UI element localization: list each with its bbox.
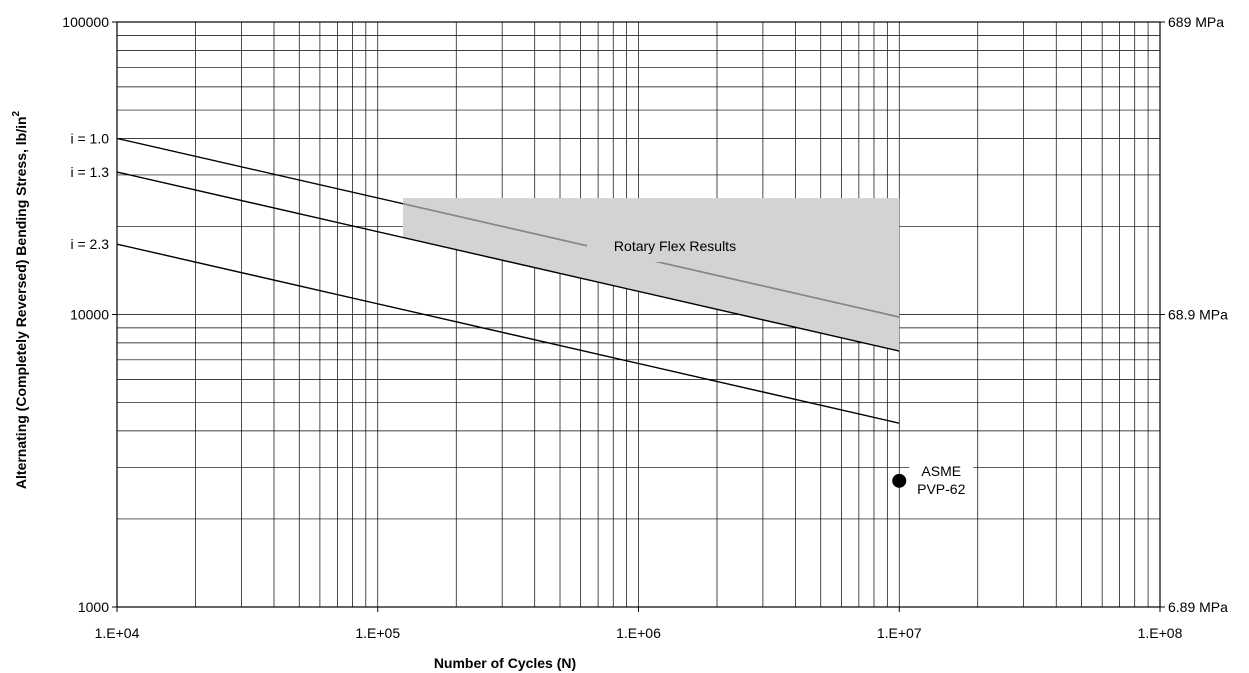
x-tick-label: 1.E+07 (877, 625, 922, 641)
band-label: Rotary Flex Results (614, 238, 736, 254)
y-axis-title-main: Alternating (Completely Reversed) Bendin… (13, 116, 29, 489)
series-label-2: i = 1.3 (70, 164, 109, 180)
y-tick-label: 1000 (78, 599, 109, 615)
series-line-2 (116, 171, 900, 352)
x-axis-title: Number of Cycles (N) (434, 655, 576, 671)
x-tick-label: 1.E+08 (1138, 625, 1183, 641)
rotary-flex-band (403, 198, 900, 352)
data-points: ASME PVP-62 (892, 460, 974, 503)
x-tick-label: 1.E+04 (95, 625, 140, 641)
x-tick-label: 1.E+05 (355, 625, 400, 641)
asme-label-line-2: PVP-62 (917, 481, 965, 497)
y-axis-title-superscript: 2 (11, 110, 22, 116)
asme-point (892, 473, 907, 488)
y-axis-title: Alternating (Completely Reversed) Bendin… (11, 110, 29, 489)
y-tick-label: 100000 (62, 14, 109, 30)
series-label-1: i = 1.0 (70, 130, 109, 146)
y2-tick-label: 6.89 MPa (1168, 599, 1228, 615)
asme-label-background (909, 460, 974, 503)
y2-tick-label: 68.9 MPa (1168, 307, 1228, 323)
y2-tick-label: 689 MPa (1168, 14, 1224, 30)
series-labels: i = 1.0 i = 1.3 i = 2.3 Rotary Flex Results (70, 130, 763, 262)
series-line-3 (116, 243, 900, 424)
asme-label-line-1: ASME (921, 463, 961, 479)
band-label-background (587, 234, 763, 262)
grid-lines (117, 22, 1160, 607)
tick-labels: 1.E+04 1.E+05 1.E+06 1.E+07 1.E+08 1000 10000 1… (62, 14, 1228, 641)
y-tick-label: 10000 (70, 307, 109, 323)
series-label-3: i = 2.3 (70, 236, 109, 252)
x-tick-label: 1.E+06 (616, 625, 661, 641)
rotary-flex-band-group (403, 198, 900, 352)
